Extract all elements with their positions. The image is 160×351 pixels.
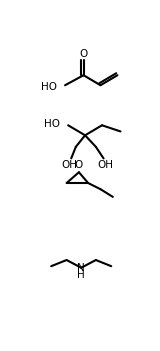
Text: N: N — [77, 263, 85, 273]
Text: H: H — [77, 270, 85, 280]
Text: O: O — [79, 49, 88, 59]
Text: HO: HO — [41, 82, 57, 92]
Text: OH: OH — [62, 160, 78, 170]
Text: HO: HO — [44, 119, 60, 129]
Text: OH: OH — [97, 160, 113, 170]
Text: O: O — [75, 160, 83, 170]
